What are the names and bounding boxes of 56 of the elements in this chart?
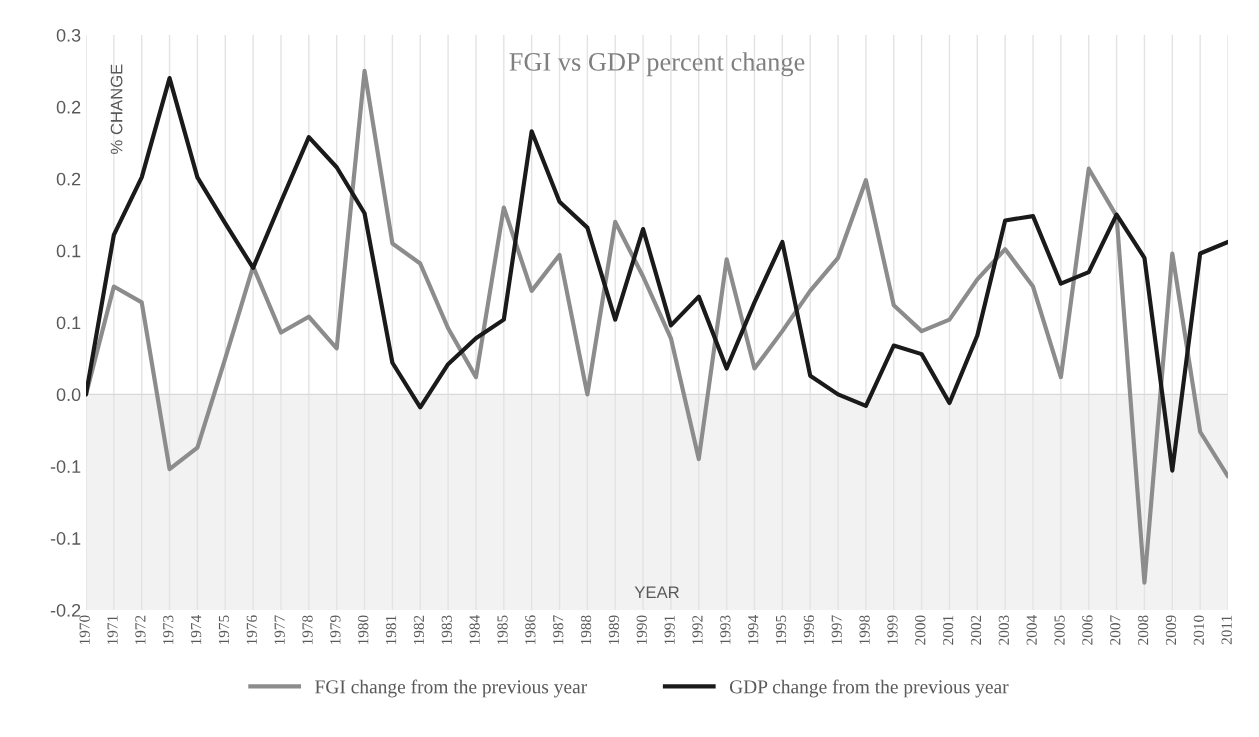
x-tick-label: 1977: [274, 615, 285, 645]
y-tick-label: -0.2: [50, 603, 81, 617]
x-tick-label: 1976: [246, 615, 257, 645]
x-tick-label: 1981: [385, 615, 397, 645]
x-tick-label: 1999: [887, 615, 898, 645]
x-tick-label: 1971: [107, 615, 118, 645]
x-tick-label: 1992: [692, 615, 703, 645]
legend-label: FGI change from the previous year: [315, 679, 588, 698]
y-tick-label: -0.1: [50, 460, 81, 473]
x-tick-label: 1972: [135, 615, 146, 645]
x-tick-label: 1985: [497, 615, 508, 645]
y-tick-label: 0.0: [56, 388, 81, 402]
x-tick-label: 1978: [302, 615, 313, 645]
x-tick-label: 2006: [1082, 615, 1093, 645]
x-tick-label: 1975: [218, 615, 230, 645]
legend-label: GDP change from the previous year: [729, 679, 1009, 698]
x-tick-label: 1998: [859, 615, 870, 645]
x-tick-label: 1991: [664, 615, 675, 645]
x-tick-label: 2002: [970, 615, 982, 645]
y-tick-label: 0.1: [56, 316, 81, 330]
x-tick-label: 2003: [998, 615, 1009, 645]
x-tick-label: 1986: [525, 615, 536, 645]
x-tick-label: 1995: [775, 615, 787, 645]
y-axis-title: % CHANGE: [110, 64, 123, 154]
x-tick-label: 1973: [163, 615, 174, 645]
x-tick-label: 1996: [803, 615, 815, 645]
x-tick-label: 1980: [358, 615, 369, 645]
y-tick-label: -0.1: [50, 532, 81, 545]
x-tick-label: 2004: [1026, 615, 1037, 645]
x-tick-label: 2010: [1193, 615, 1204, 645]
x-tick-label: 1982: [413, 615, 425, 645]
x-tick-label: 1993: [720, 615, 731, 645]
x-tick-label: 2011: [1221, 615, 1232, 645]
x-tick-label: 1984: [469, 615, 480, 645]
y-tick-label: 0.1: [56, 244, 81, 258]
x-tick-label: 2000: [915, 615, 926, 645]
x-tick-label: 1974: [190, 615, 202, 645]
x-tick-label: 1994: [748, 615, 759, 645]
x-tick-label: 2008: [1137, 615, 1149, 645]
x-tick-label: 1997: [831, 615, 842, 645]
y-tick-label: 0.2: [56, 172, 81, 186]
x-tick-label: 1983: [441, 615, 452, 645]
x-tick-label: 2007: [1110, 615, 1121, 645]
text: FGI vs GDP percent change: [509, 52, 805, 77]
x-tick-label: 1988: [580, 615, 592, 645]
x-tick-label: 2001: [942, 615, 954, 645]
x-tick-label: 2005: [1054, 615, 1065, 645]
y-tick-label: 0.2: [56, 100, 81, 114]
x-tick-label: 1987: [553, 615, 564, 645]
y-tick-label: 0.3: [56, 28, 81, 42]
x-tick-label: 2009: [1165, 615, 1177, 645]
x-tick-label: 1979: [330, 615, 341, 645]
x-tick-label: 1990: [636, 615, 647, 645]
x-tick-label: 1989: [608, 615, 620, 645]
x-axis-title: YEAR: [634, 586, 679, 598]
x-tick-label: 1970: [79, 615, 90, 645]
